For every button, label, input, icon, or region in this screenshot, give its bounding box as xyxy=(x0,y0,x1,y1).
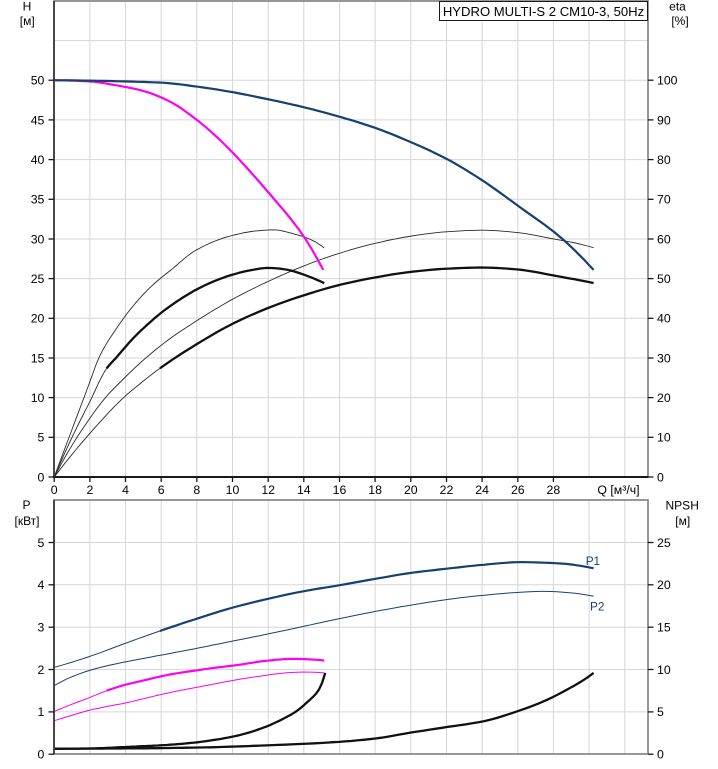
svg-text:80: 80 xyxy=(657,153,671,167)
svg-text:60: 60 xyxy=(657,232,671,246)
svg-text:P2: P2 xyxy=(590,600,604,614)
svg-text:40: 40 xyxy=(31,153,45,167)
svg-text:30: 30 xyxy=(31,232,45,246)
svg-text:3: 3 xyxy=(38,621,45,635)
svg-text:20: 20 xyxy=(31,312,45,326)
svg-text:H: H xyxy=(23,0,32,13)
svg-text:NPSH: NPSH xyxy=(666,499,699,513)
svg-text:28: 28 xyxy=(547,483,561,497)
svg-text:[кВт]: [кВт] xyxy=(14,514,39,528)
svg-text:P1: P1 xyxy=(586,554,600,568)
svg-text:0: 0 xyxy=(38,470,45,484)
svg-text:25: 25 xyxy=(657,536,671,550)
svg-text:[м]: [м] xyxy=(20,14,35,28)
svg-text:10: 10 xyxy=(31,391,45,405)
svg-text:22: 22 xyxy=(440,483,454,497)
svg-text:10: 10 xyxy=(226,483,240,497)
svg-text:100: 100 xyxy=(657,74,678,88)
svg-text:0: 0 xyxy=(38,748,45,762)
svg-text:Q [м³/ч]: Q [м³/ч] xyxy=(597,483,639,497)
svg-text:26: 26 xyxy=(511,483,525,497)
svg-text:0: 0 xyxy=(51,483,58,497)
svg-text:1: 1 xyxy=(38,705,45,719)
svg-text:35: 35 xyxy=(31,193,45,207)
svg-text:10: 10 xyxy=(657,663,671,677)
svg-text:5: 5 xyxy=(657,705,664,719)
svg-text:18: 18 xyxy=(368,483,382,497)
svg-text:90: 90 xyxy=(657,113,671,127)
svg-text:25: 25 xyxy=(31,272,45,286)
svg-text:12: 12 xyxy=(261,483,275,497)
svg-text:0: 0 xyxy=(657,748,664,762)
svg-text:24: 24 xyxy=(475,483,489,497)
svg-text:70: 70 xyxy=(657,193,671,207)
svg-text:6: 6 xyxy=(158,483,165,497)
svg-text:16: 16 xyxy=(333,483,347,497)
svg-text:20: 20 xyxy=(404,483,418,497)
svg-text:8: 8 xyxy=(193,483,200,497)
svg-text:30: 30 xyxy=(657,351,671,365)
svg-text:0: 0 xyxy=(657,470,664,484)
svg-text:15: 15 xyxy=(657,621,671,635)
svg-text:P: P xyxy=(22,498,30,512)
svg-text:20: 20 xyxy=(657,391,671,405)
svg-text:50: 50 xyxy=(657,272,671,286)
svg-text:20: 20 xyxy=(657,578,671,592)
svg-text:4: 4 xyxy=(122,483,129,497)
svg-text:[%]: [%] xyxy=(671,14,688,28)
svg-text:15: 15 xyxy=(31,351,45,365)
svg-text:50: 50 xyxy=(31,74,45,88)
svg-text:45: 45 xyxy=(31,113,45,127)
svg-text:eta: eta xyxy=(669,0,686,13)
svg-text:5: 5 xyxy=(38,536,45,550)
svg-text:5: 5 xyxy=(38,431,45,445)
svg-text:2: 2 xyxy=(86,483,93,497)
svg-text:14: 14 xyxy=(297,483,311,497)
svg-text:4: 4 xyxy=(38,578,45,592)
svg-text:HYDRO MULTI-S 2 CM10-3, 50Hz: HYDRO MULTI-S 2 CM10-3, 50Hz xyxy=(443,4,644,19)
svg-text:10: 10 xyxy=(657,431,671,445)
svg-text:40: 40 xyxy=(657,312,671,326)
svg-text:2: 2 xyxy=(38,663,45,677)
svg-text:[м]: [м] xyxy=(675,514,690,528)
